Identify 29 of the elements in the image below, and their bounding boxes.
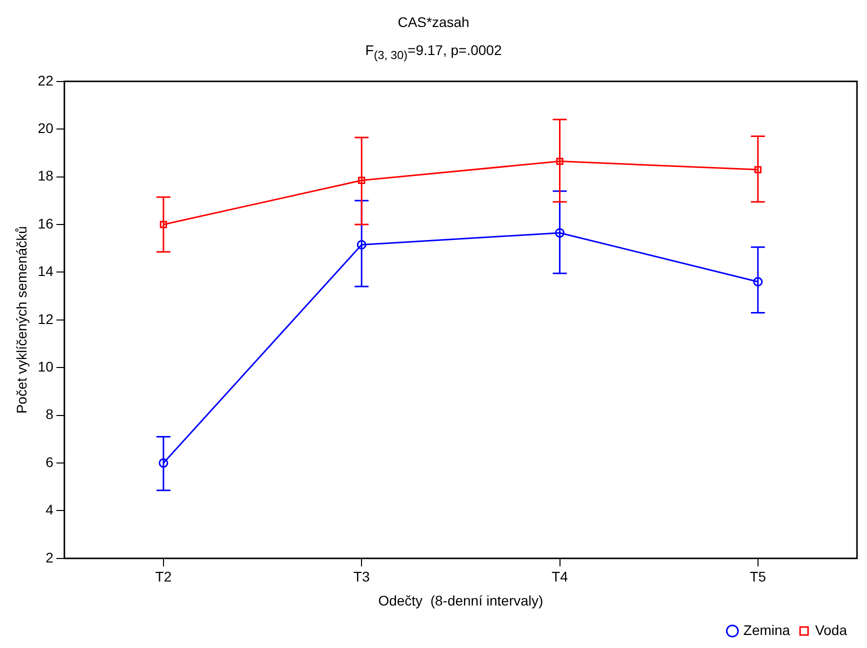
point (556, 158, 564, 165)
y-tick-label: 22 (38, 72, 54, 88)
x-tick-label: T3 (353, 568, 370, 585)
point (754, 166, 762, 174)
y-tick-label: 8 (46, 406, 54, 422)
legend-label: Voda (815, 622, 848, 638)
x-tick-label: T2 (155, 568, 172, 585)
point (160, 220, 168, 228)
y-tick-label: 16 (38, 215, 54, 232)
y-tick-label: 6 (46, 454, 54, 470)
point (555, 228, 565, 238)
y-tick-label: 14 (38, 263, 54, 280)
point (358, 176, 366, 184)
y-axis-title: Počet vyklíčených semenáčků (13, 226, 30, 414)
x-tick-label: T4 (552, 568, 568, 585)
chart-subtitle: F$_{(3, 30)}$=9.17, p=.0002 (364, 42, 503, 62)
chart-title: CAS*zasah (396, 14, 470, 30)
point (753, 276, 763, 286)
x-tick-label: T5 (750, 568, 766, 585)
legend-label: Zemina (743, 622, 790, 638)
point (158, 458, 168, 468)
y-tick-label: 12 (38, 310, 54, 327)
y-tick-label: 18 (38, 168, 54, 184)
y-tick-label: 10 (38, 358, 54, 374)
point (356, 240, 366, 250)
y-tick-label: 4 (46, 502, 54, 518)
y-tick-label: 2 (46, 549, 54, 566)
x-axis-title: Odečty (8-denní intervaly) (378, 592, 544, 608)
y-tick-label: 20 (38, 120, 54, 136)
